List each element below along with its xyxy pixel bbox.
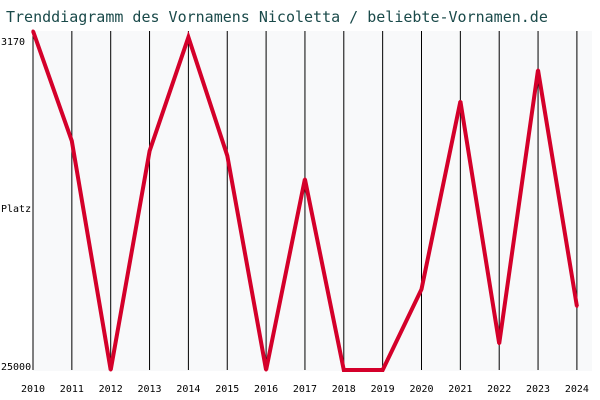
data-point-2023 [536, 68, 540, 72]
x-tick-label: 2021 [448, 384, 472, 395]
data-point-2012 [109, 368, 113, 372]
data-point-2010 [31, 29, 35, 33]
x-tick-label: 2017 [293, 384, 317, 395]
data-point-2022 [497, 342, 501, 346]
grid-lines [32, 31, 578, 370]
x-tick-label: 2018 [332, 384, 356, 395]
x-tick-label: 2014 [176, 384, 200, 395]
x-tick-label: 2013 [138, 384, 162, 395]
y-bottom-tick-label: 25000 [1, 362, 31, 373]
y-top-tick-label: 3170 [1, 37, 25, 48]
x-tick-label: 2010 [21, 384, 45, 395]
y-axis-label: Platz [1, 204, 31, 215]
data-point-2013 [148, 149, 152, 153]
data-point-2015 [225, 154, 229, 158]
x-tick-label: 2023 [526, 384, 550, 395]
x-tick-label: 2019 [371, 384, 395, 395]
data-point-2014 [186, 35, 190, 39]
x-tick-label: 2024 [565, 384, 589, 395]
data-point-2016 [264, 368, 268, 372]
x-tick-label: 2012 [99, 384, 123, 395]
data-point-2019 [381, 368, 385, 372]
x-tick-label: 2011 [60, 384, 84, 395]
data-point-2024 [575, 304, 579, 308]
data-point-2017 [303, 177, 307, 181]
data-point-2011 [70, 139, 74, 143]
chart-title: Trenddiagramm des Vornamens Nicoletta / … [6, 8, 548, 26]
x-tick-label: 2016 [254, 384, 278, 395]
x-tick-label: 2022 [487, 384, 511, 395]
x-tick-labels: 2010 2011 2012 2013 2014 2015 2016 2017 2018 2019… [21, 384, 589, 395]
data-point-2021 [458, 99, 462, 103]
x-tick-label: 2020 [409, 384, 433, 395]
data-point-2018 [342, 368, 346, 372]
data-points [31, 29, 579, 372]
x-tick-label: 2015 [215, 384, 239, 395]
plot-background [33, 31, 592, 371]
data-point-2020 [420, 287, 423, 291]
